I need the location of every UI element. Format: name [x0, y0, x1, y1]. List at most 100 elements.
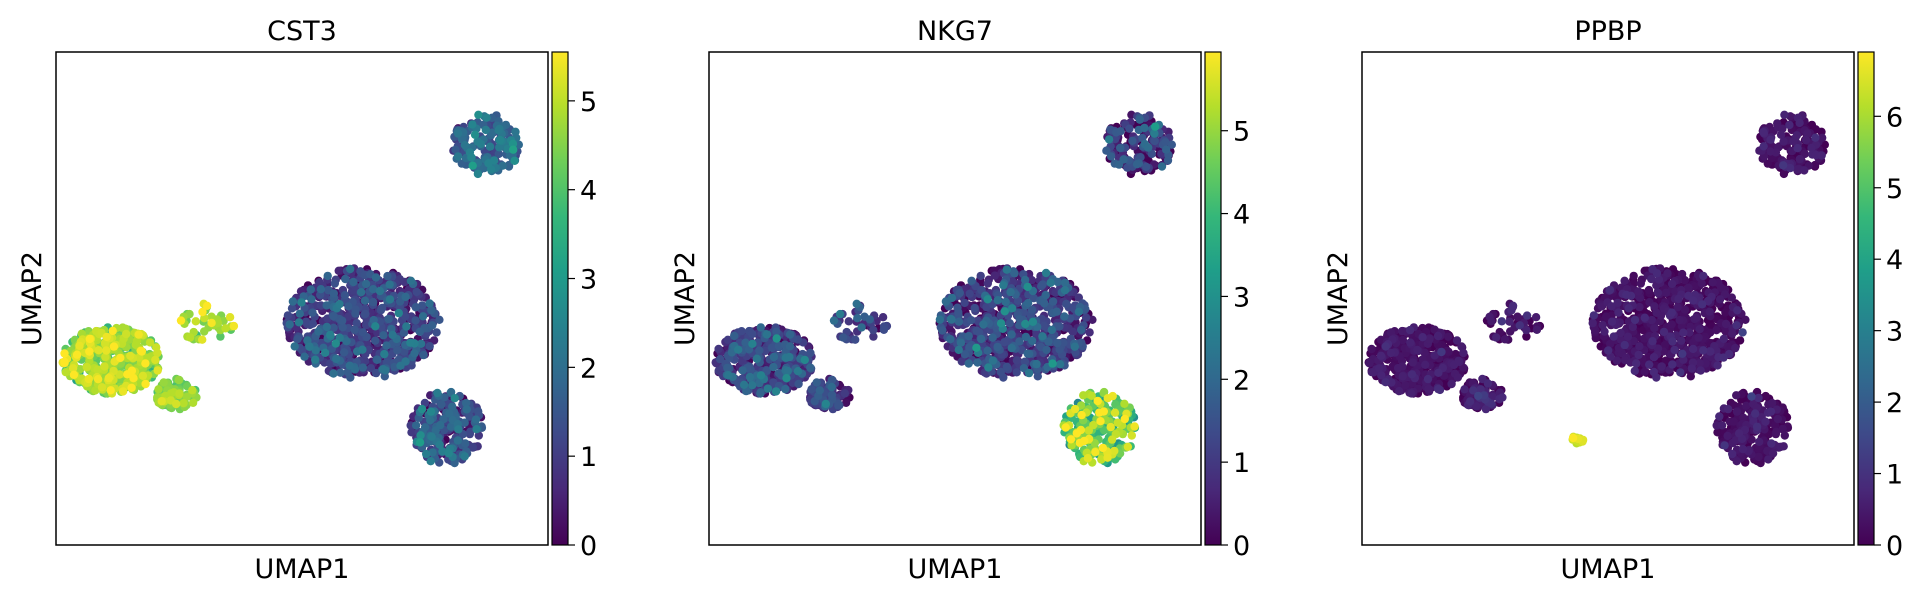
points-group [59, 111, 524, 468]
point-big-cluster [359, 363, 367, 371]
point-lower-tail [1085, 426, 1093, 434]
point-big-cluster [1694, 333, 1702, 341]
point-big-cluster [972, 344, 980, 352]
colorbar-tick-label: 4 [580, 176, 597, 207]
point-big-cluster [412, 288, 420, 296]
point-left-lobe [756, 389, 764, 397]
point-big-cluster [388, 331, 396, 339]
point-top-right [1105, 135, 1113, 143]
point-big-cluster [332, 339, 340, 347]
point-big-cluster [371, 337, 379, 345]
point-big-cluster [1634, 287, 1642, 295]
point-big-cluster [369, 298, 377, 306]
point-lower-tail [436, 421, 444, 429]
point-left-arm [230, 322, 238, 330]
point-big-cluster [1008, 304, 1016, 312]
point-left-arm [869, 326, 877, 334]
point-big-cluster [416, 328, 424, 336]
point-big-cluster [1056, 360, 1064, 368]
colorbar-tick-label: 2 [580, 353, 597, 384]
point-left-lobe [782, 374, 790, 382]
point-lower-tail [1774, 415, 1782, 423]
point-left-tail [154, 385, 162, 393]
point-big-cluster [965, 332, 973, 340]
point-big-cluster [1712, 326, 1720, 334]
point-left-lobe [139, 372, 147, 380]
point-left-arm [845, 317, 853, 325]
point-left-lobe [748, 330, 756, 338]
point-big-cluster [341, 275, 349, 283]
point-left-arm [1501, 335, 1509, 343]
point-left-tail [841, 389, 849, 397]
point-big-cluster [428, 321, 436, 329]
point-top-right [1780, 170, 1788, 178]
point-big-cluster [361, 310, 369, 318]
point-left-tail [816, 386, 824, 394]
point-big-cluster [1668, 320, 1676, 328]
point-left-lobe [100, 362, 108, 370]
point-left-arm [200, 327, 208, 335]
point-lower-tail [1120, 400, 1128, 408]
point-left-lobe [119, 387, 127, 395]
point-top-right [1116, 144, 1124, 152]
point-big-cluster [289, 297, 297, 305]
point-big-cluster [401, 293, 409, 301]
point-lower-tail [1076, 439, 1084, 447]
point-big-cluster [379, 331, 387, 339]
point-big-cluster [373, 356, 381, 364]
point-left-lobe [110, 342, 118, 350]
point-lower-tail [1121, 415, 1129, 423]
point-big-cluster [1706, 308, 1714, 316]
point-left-tail [188, 386, 196, 394]
point-lower-tail [454, 425, 462, 433]
point-big-cluster [1062, 300, 1070, 308]
point-big-cluster [954, 308, 962, 316]
point-big-cluster [989, 334, 997, 342]
point-lower-tail [1130, 422, 1138, 430]
point-left-arm [879, 313, 887, 321]
point-big-cluster [1038, 332, 1046, 340]
point-big-cluster [1053, 339, 1061, 347]
point-big-cluster [329, 312, 337, 320]
point-big-cluster [402, 322, 410, 330]
point-big-cluster [426, 342, 434, 350]
point-big-cluster [1002, 298, 1010, 306]
point-left-lobe [770, 353, 778, 361]
point-top-right [1158, 162, 1166, 170]
point-big-cluster [323, 323, 331, 331]
point-big-cluster [419, 312, 427, 320]
point-left-lobe [1394, 364, 1402, 372]
point-big-cluster [293, 335, 301, 343]
point-top-right [468, 120, 476, 128]
point-lower-tail [1742, 402, 1750, 410]
point-big-cluster [297, 298, 305, 306]
point-big-cluster [1042, 269, 1050, 277]
point-big-cluster [349, 278, 357, 286]
point-left-lobe [126, 352, 134, 360]
point-left-lobe [73, 351, 81, 359]
point-top-right [477, 140, 485, 148]
point-big-cluster [991, 271, 999, 279]
point-left-arm [1485, 313, 1493, 321]
point-top-right [509, 146, 517, 154]
point-big-cluster [385, 315, 393, 323]
point-top-right [1128, 137, 1136, 145]
point-lower-tail [1772, 428, 1780, 436]
point-big-cluster [1060, 312, 1068, 320]
point-top-right [1116, 127, 1124, 135]
point-big-cluster [984, 279, 992, 287]
point-left-lobe [122, 330, 130, 338]
point-big-cluster [1061, 286, 1069, 294]
point-big-cluster [311, 356, 319, 364]
point-left-lobe [786, 330, 794, 338]
point-big-cluster [358, 346, 366, 354]
point-top-right [495, 126, 503, 134]
point-lower-tail [1077, 411, 1085, 419]
point-big-cluster [938, 326, 946, 334]
point-lower-tail [1091, 448, 1099, 456]
point-left-lobe [755, 346, 763, 354]
point-big-cluster [955, 318, 963, 326]
point-left-lobe [141, 380, 149, 388]
